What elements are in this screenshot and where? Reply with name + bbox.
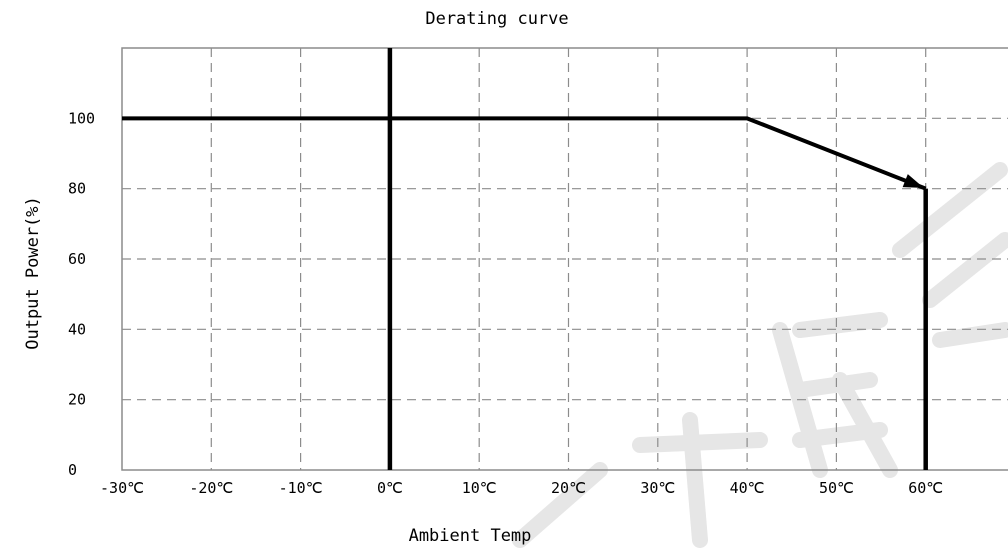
x-tick-label: -20℃ bbox=[189, 479, 233, 497]
x-axis-label: Ambient Temp bbox=[409, 526, 532, 546]
y-tick-label: 80 bbox=[68, 180, 86, 198]
x-tick-label: 10℃ bbox=[462, 479, 497, 497]
x-tick-label: -30℃ bbox=[100, 479, 144, 497]
y-axis-label: Output Power(%) bbox=[23, 196, 43, 350]
x-tick-label: 60℃ bbox=[908, 479, 943, 497]
y-tick-label: 20 bbox=[68, 391, 86, 409]
x-tick-label: 50℃ bbox=[819, 479, 854, 497]
series-line bbox=[122, 118, 926, 188]
x-tick-label: 30℃ bbox=[640, 479, 675, 497]
x-tick-labels: -30℃ -20℃ -10℃ 0℃ 10℃ 20℃ 30℃ 40℃ 50℃ 60℃ bbox=[100, 479, 943, 497]
y-tick-label: 0 bbox=[68, 461, 77, 479]
x-tick-label: 0℃ bbox=[377, 479, 403, 497]
chart-title: Derating curve bbox=[425, 9, 568, 29]
y-tick-label: 100 bbox=[68, 109, 95, 127]
x-tick-label: 20℃ bbox=[551, 479, 586, 497]
arrowhead bbox=[903, 174, 924, 188]
y-tick-label: 40 bbox=[68, 320, 86, 338]
y-tick-labels: 0 20 40 60 80 100 bbox=[68, 109, 95, 479]
y-tick-label: 60 bbox=[68, 250, 86, 268]
series bbox=[122, 118, 926, 189]
x-tick-label: 40℃ bbox=[730, 479, 765, 497]
x-tick-label: -10℃ bbox=[279, 479, 323, 497]
grid bbox=[122, 48, 1008, 470]
